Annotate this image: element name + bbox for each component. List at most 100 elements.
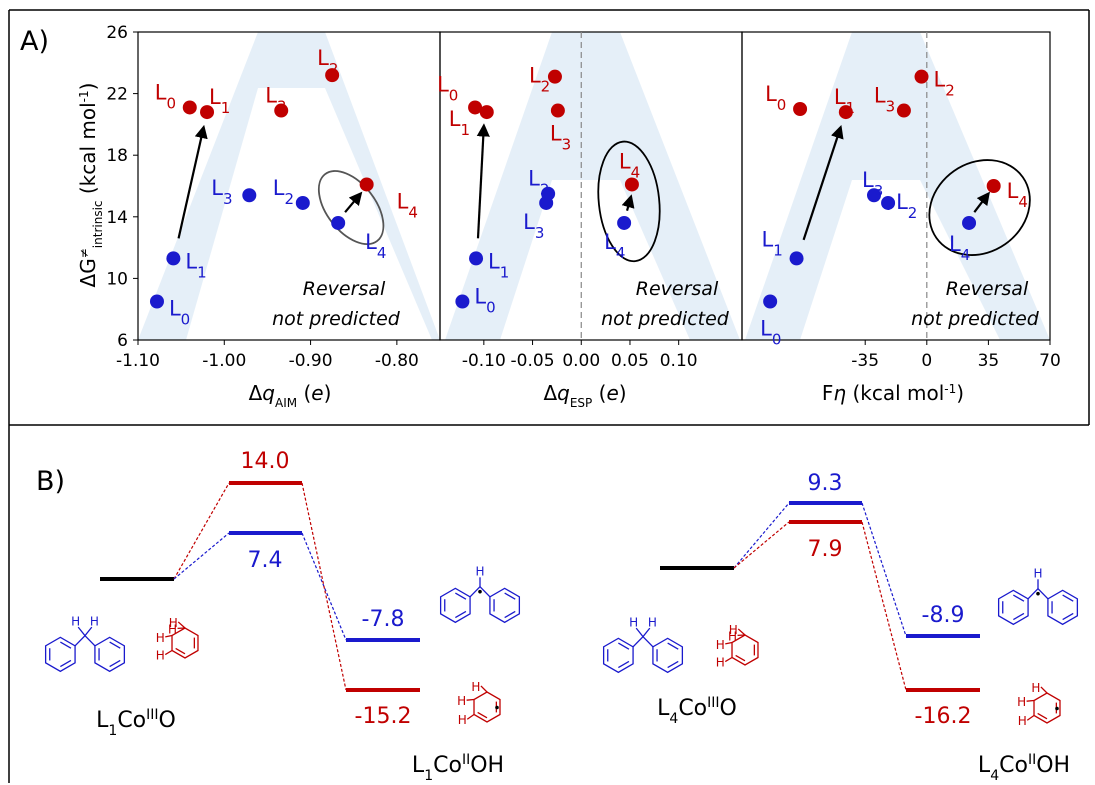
hydrogen-label: H (648, 615, 657, 629)
y-tick-label: 14 (106, 208, 128, 228)
double-bond (1062, 612, 1074, 621)
x-axis-label-feta: Fη (kcal mol-1) (822, 381, 964, 405)
x-tick-label: -0.90 (289, 351, 333, 371)
point-label: L1 (185, 249, 206, 281)
data-point-blue-l2 (881, 195, 896, 210)
hydrogen-label: H (629, 615, 638, 629)
double-bond (175, 647, 186, 655)
data-point-blue-l1 (469, 251, 484, 266)
point-label: L1 (762, 227, 783, 259)
point-label: L2 (528, 167, 549, 199)
data-point-blue-l0 (149, 294, 164, 309)
bond (1040, 686, 1048, 694)
point-label: L0 (474, 285, 495, 317)
point-label: L0 (169, 297, 190, 329)
data-point-red-l3 (550, 103, 565, 118)
energy-diagram-1: 14.0 7.4 -7.8 -15.2 L1CoIIIO L1CoIIOH (96, 449, 504, 784)
point-label: L4 (1007, 179, 1028, 211)
point-label: L2 (317, 46, 338, 78)
background-band (138, 32, 440, 340)
reversal-annotation: Reversal (946, 278, 1029, 300)
x-tick-label: -0.10 (462, 351, 506, 371)
reactant-label: L1CoIIIO (96, 707, 176, 739)
point-label: L1 (488, 249, 509, 281)
product-blue-value: -7.8 (362, 607, 405, 632)
data-point-blue-l0 (455, 294, 470, 309)
double-bond (667, 642, 679, 650)
y-tick-label: 18 (106, 146, 128, 166)
bond (466, 698, 475, 701)
trend-arrow (973, 191, 990, 213)
hydrogen-label: H (458, 713, 467, 727)
bond (164, 649, 173, 656)
bond (1037, 588, 1049, 600)
point-label: L3 (550, 122, 571, 154)
y-tick-label: 22 (106, 85, 128, 105)
cyclohexadienyl-product-2: HHH (1017, 681, 1061, 728)
data-point-red-l4 (986, 179, 1001, 193)
x-axis-label-aim: ΔqAIM (e) (249, 381, 332, 410)
panel-b-label: B) (36, 466, 65, 497)
x-tick-label: -0.05 (511, 351, 555, 371)
cyclohexadienyl-product-1: HHH (457, 680, 501, 727)
bond (84, 626, 93, 637)
x-tick-label: 35 (978, 351, 1000, 371)
x-tick-label: 0.00 (562, 351, 600, 371)
data-point-blue-l4 (617, 215, 632, 230)
point-label: L4 (619, 149, 640, 181)
bond (466, 713, 475, 720)
scatter-plot-3: -35 0 35 70 L0 L1 L3 L2 L4 L0 L1 L3 L2 L4 Reversal not … (741, 31, 1061, 371)
hydrogen-label: H (1033, 567, 1042, 581)
background-band (745, 32, 1050, 340)
panel-a-label: A) (20, 26, 49, 57)
y-tick-label: 26 (106, 23, 128, 43)
hydrogen-label: H (1018, 714, 1027, 728)
bond (632, 636, 644, 648)
point-label: L1 (834, 85, 855, 117)
data-point-red-l1 (479, 105, 494, 120)
double-bond (60, 659, 72, 668)
x-tick-label: 0.05 (611, 351, 649, 371)
point-label: L3 (265, 84, 286, 116)
data-point-blue-l1 (166, 251, 181, 266)
double-bond (1013, 612, 1025, 621)
ts-blue-value: 9.3 (808, 471, 843, 496)
connector-lines (733, 502, 907, 691)
point-label: L0 (437, 72, 458, 104)
hydrogen-label: H (168, 622, 177, 636)
hydrogen-label: H (156, 631, 165, 645)
y-tick-label: 6 (117, 331, 128, 351)
scatter-plot-1: 6 10 14 18 22 26 -1.10 -1.00 -0.90 -0.80 L0 L1 L3 L2 L… (106, 23, 441, 371)
point-label: L0 (760, 317, 781, 349)
data-point-red-l3 (896, 103, 911, 118)
hydrogen-label: H (716, 638, 725, 652)
hydrogen-label: H (729, 623, 738, 637)
fluorenyl-product-2: H (997, 567, 1079, 626)
double-bond (455, 592, 467, 600)
point-label: L4 (365, 230, 386, 262)
data-point-red-l0 (793, 102, 808, 116)
scatter-plot-2: -0.10 -0.05 0.00 0.05 0.10L0L1L3L2L4L0L1L2L3… (437, 31, 743, 371)
data-point-red-l4 (624, 177, 639, 192)
product-red-value: -15.2 (355, 704, 412, 729)
point-label: L3 (862, 168, 883, 200)
data-point-blue-l0 (763, 294, 778, 309)
radical-dot (1036, 591, 1040, 596)
x-axis-label-esp: ΔqESP (e) (543, 381, 626, 410)
data-point-red-l0 (468, 100, 483, 115)
product-label: L4CoIIOH (978, 752, 1070, 784)
bond (74, 635, 86, 647)
data-point-red-l2 (914, 69, 929, 84)
double-bond (667, 660, 679, 669)
point-label: L3 (211, 176, 232, 208)
data-point-red-l1 (838, 105, 853, 120)
data-point-blue-l3 (242, 188, 257, 203)
double-bond (504, 592, 516, 600)
trend-arrow (802, 124, 844, 241)
x-tick-label: -0.80 (375, 351, 419, 371)
